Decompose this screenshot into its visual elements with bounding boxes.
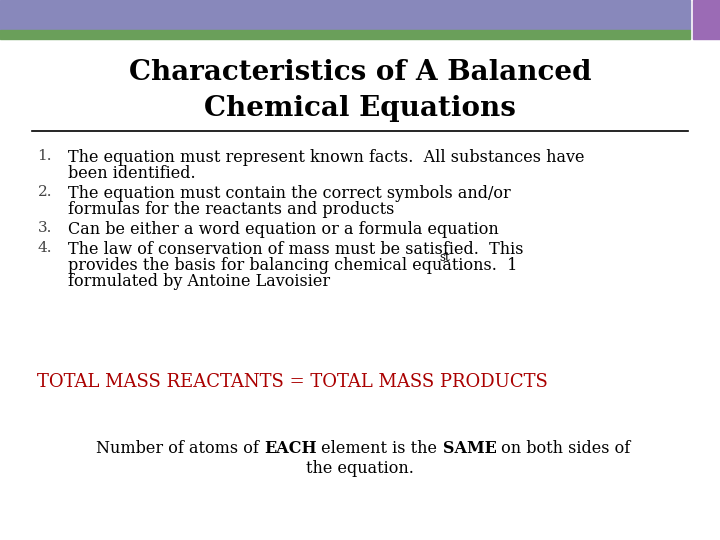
Text: 1.: 1. bbox=[37, 148, 52, 163]
Text: Number of atoms of: Number of atoms of bbox=[96, 440, 264, 457]
Bar bbox=[693, 0, 720, 39]
Text: Chemical Equations: Chemical Equations bbox=[204, 94, 516, 122]
Text: 2.: 2. bbox=[37, 185, 52, 199]
Text: EACH: EACH bbox=[264, 440, 317, 457]
Text: formulated by Antoine Lavoisier: formulated by Antoine Lavoisier bbox=[68, 273, 330, 289]
Text: formulas for the reactants and products: formulas for the reactants and products bbox=[68, 201, 395, 218]
Text: SAME: SAME bbox=[443, 440, 497, 457]
Text: element is the: element is the bbox=[317, 440, 443, 457]
Text: Can be either a word equation or a formula equation: Can be either a word equation or a formu… bbox=[68, 221, 499, 238]
Text: provides the basis for balancing chemical equations.  1: provides the basis for balancing chemica… bbox=[68, 256, 518, 274]
Bar bbox=[0, 0, 690, 30]
Text: The equation must represent known facts.  All substances have: The equation must represent known facts.… bbox=[68, 148, 585, 166]
Text: been identified.: been identified. bbox=[68, 165, 196, 181]
Text: TOTAL MASS REACTANTS = TOTAL MASS PRODUCTS: TOTAL MASS REACTANTS = TOTAL MASS PRODUC… bbox=[37, 373, 549, 390]
Bar bbox=[0, 30, 690, 39]
Text: The law of conservation of mass must be satisfied.  This: The law of conservation of mass must be … bbox=[68, 241, 524, 258]
Text: 3.: 3. bbox=[37, 221, 52, 235]
Text: The equation must contain the correct symbols and/or: The equation must contain the correct sy… bbox=[68, 185, 511, 201]
Text: Characteristics of A Balanced: Characteristics of A Balanced bbox=[129, 59, 591, 86]
Text: the equation.: the equation. bbox=[306, 460, 414, 477]
Text: st: st bbox=[439, 251, 450, 264]
Text: 4.: 4. bbox=[37, 241, 52, 255]
Text: Number of atoms of EACH element is the SAME on both sides of: Number of atoms of EACH element is the S… bbox=[96, 440, 624, 457]
Text: on both sides of: on both sides of bbox=[497, 440, 631, 457]
